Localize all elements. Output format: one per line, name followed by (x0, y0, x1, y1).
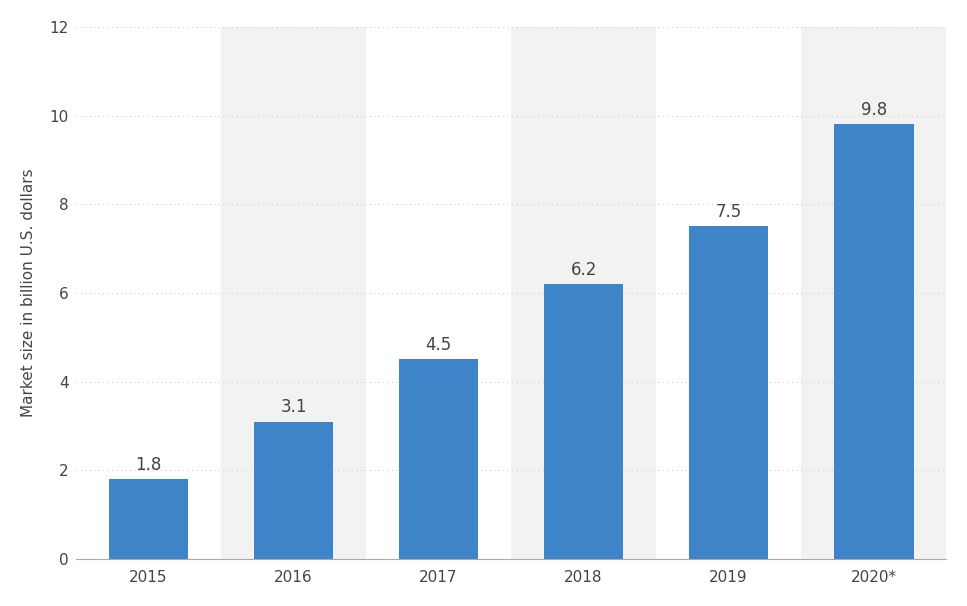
Bar (689, 227, 769, 559)
Bar (398, 359, 479, 559)
Text: 9.8: 9.8 (861, 101, 887, 119)
Text: 3.1: 3.1 (280, 398, 307, 416)
Text: 6.2: 6.2 (571, 261, 597, 279)
Bar (220, 27, 366, 559)
Bar (543, 284, 624, 559)
Text: 1.8: 1.8 (135, 456, 161, 474)
Bar (511, 27, 656, 559)
Bar (253, 422, 334, 559)
Bar (108, 479, 189, 559)
Bar (834, 124, 914, 559)
Text: 4.5: 4.5 (425, 336, 452, 354)
Text: 7.5: 7.5 (716, 203, 742, 221)
Y-axis label: Market size in billion U.S. dollars: Market size in billion U.S. dollars (21, 168, 36, 418)
Bar (801, 27, 946, 559)
